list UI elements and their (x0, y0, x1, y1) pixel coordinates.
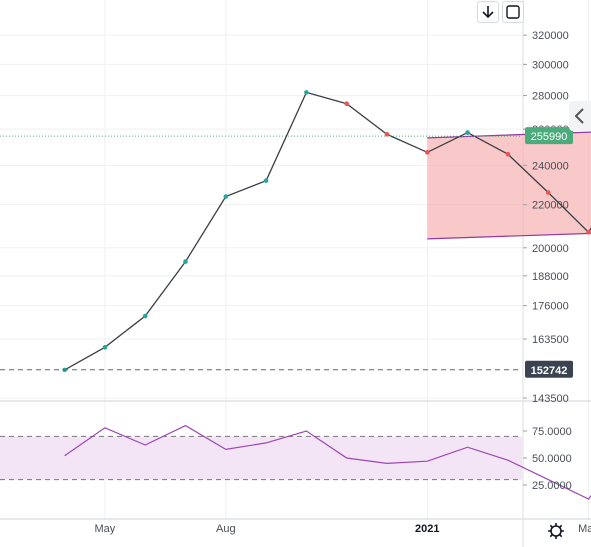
price-tick-label: 176000 (532, 301, 569, 313)
rsi-tick-label: 25.0000 (532, 480, 572, 492)
fullscreen-icon (506, 5, 520, 19)
price-tick-label: 320000 (532, 30, 569, 42)
collapse-panel-button[interactable] (569, 101, 591, 131)
chevron-left-icon (574, 108, 584, 124)
channel-fill (427, 132, 591, 239)
price-point (263, 178, 269, 183)
fullscreen-button[interactable] (502, 1, 524, 23)
price-tick-label: 280000 (532, 91, 569, 103)
price-tick-label: 143500 (532, 393, 569, 405)
price-tick-label: 300000 (532, 59, 569, 71)
reference-price-tag (525, 360, 573, 378)
reference-price-label: 152742 (531, 365, 568, 377)
x-tick-label: Aug (216, 523, 236, 535)
price-point (344, 101, 350, 107)
price-point (142, 313, 148, 319)
x-tick-label: May (95, 523, 116, 535)
price-tick-label: 220000 (532, 200, 569, 212)
price-point (223, 194, 229, 199)
last-price-tag (525, 127, 573, 145)
price-point (425, 150, 430, 155)
gear-icon (548, 523, 564, 539)
price-tick-label: 188000 (532, 271, 569, 283)
price-point (183, 259, 188, 264)
rsi-tick-label: 50.0000 (532, 453, 572, 465)
last-price-label: 255990 (531, 131, 568, 143)
price-point (545, 190, 551, 195)
arrow-down-icon (482, 6, 494, 19)
download-button[interactable] (477, 1, 499, 23)
price-tick-label: 240000 (532, 160, 569, 172)
rsi-line (64, 424, 591, 500)
price-point (304, 90, 309, 95)
price-point (384, 132, 390, 137)
price-point (465, 130, 470, 135)
channel-upper-line (427, 131, 591, 139)
channel-lower-line (427, 232, 591, 240)
price-point (505, 151, 511, 157)
rsi-band (0, 436, 522, 480)
x-tick-label: May (578, 523, 591, 535)
settings-button[interactable] (546, 521, 566, 541)
price-point (102, 345, 108, 350)
x-tick-label: 2021 (415, 523, 439, 535)
price-point (586, 229, 591, 235)
price-tick-label: 163500 (532, 334, 569, 346)
price-tick-label: 200000 (532, 243, 569, 255)
rsi-tick-label: 75.0000 (532, 426, 572, 438)
